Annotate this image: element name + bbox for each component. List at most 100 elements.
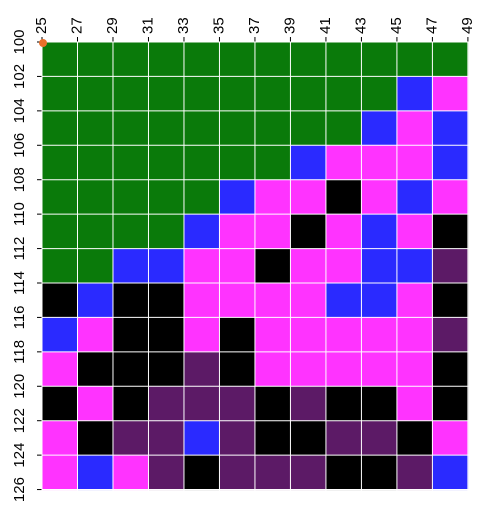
heat-cell <box>397 111 433 146</box>
heat-cell <box>113 283 149 318</box>
heat-cell <box>148 283 184 318</box>
heat-cell <box>184 214 220 249</box>
heat-cell <box>397 214 433 249</box>
heat-cell <box>184 317 220 352</box>
heat-cell <box>397 249 433 284</box>
heat-cell <box>326 249 362 284</box>
heat-cell <box>42 42 78 77</box>
heat-cell <box>432 386 468 421</box>
y-tick-label: 116 <box>11 305 28 329</box>
heat-cell <box>255 214 291 249</box>
heat-cell <box>113 455 149 490</box>
heat-cell <box>361 76 397 111</box>
x-tick-label: 45 <box>388 17 405 34</box>
heat-cell <box>290 352 326 387</box>
x-tick-label: 27 <box>68 17 85 34</box>
heat-cell <box>432 180 468 215</box>
y-tick-label: 112 <box>11 237 28 261</box>
heat-cell <box>184 421 220 456</box>
heat-cell <box>184 249 220 284</box>
heat-cell <box>255 421 291 456</box>
heat-cell <box>432 111 468 146</box>
y-tick-label: 122 <box>11 408 28 433</box>
heat-cell <box>397 317 433 352</box>
x-tick-label: 29 <box>104 17 121 34</box>
heat-cell <box>290 180 326 215</box>
heat-cell <box>113 76 149 111</box>
heat-cell <box>77 42 113 77</box>
heat-cell <box>326 76 362 111</box>
heat-cell <box>219 455 255 490</box>
heat-cell <box>326 283 362 318</box>
heat-cell <box>148 317 184 352</box>
y-tick-label: 118 <box>11 340 28 364</box>
heat-cell <box>326 42 362 77</box>
heat-cell <box>361 283 397 318</box>
heat-cell <box>219 180 255 215</box>
heat-cell <box>397 42 433 77</box>
chart: 2527293133353739414345474910010210410610… <box>0 0 480 521</box>
heat-cell <box>77 421 113 456</box>
x-tick-label: 31 <box>139 17 156 34</box>
heat-cell <box>184 180 220 215</box>
heat-cell <box>290 42 326 77</box>
heat-cell <box>219 317 255 352</box>
heat-cell <box>148 386 184 421</box>
heat-cell <box>219 352 255 387</box>
heat-cell <box>77 352 113 387</box>
heat-cell <box>290 145 326 180</box>
heat-cell <box>255 76 291 111</box>
heat-cell <box>148 76 184 111</box>
heat-cell <box>77 455 113 490</box>
heat-cell <box>361 145 397 180</box>
heat-cell <box>255 455 291 490</box>
heat-cell <box>42 386 78 421</box>
x-tick-label: 33 <box>175 17 192 34</box>
heat-cell <box>148 249 184 284</box>
heat-cell <box>42 455 78 490</box>
heat-cell <box>326 455 362 490</box>
heat-cell <box>361 214 397 249</box>
heat-cell <box>432 421 468 456</box>
heat-cell <box>42 283 78 318</box>
heat-cell <box>326 421 362 456</box>
heat-cell <box>42 421 78 456</box>
heat-cell <box>255 283 291 318</box>
heat-cell <box>326 386 362 421</box>
heat-cell <box>326 180 362 215</box>
heat-cell <box>290 76 326 111</box>
heat-cell <box>42 111 78 146</box>
heat-cell <box>326 317 362 352</box>
heat-cell <box>42 249 78 284</box>
heat-cell <box>361 421 397 456</box>
y-tick-label: 114 <box>11 271 28 295</box>
y-tick-label: 108 <box>11 167 28 192</box>
heat-cell <box>432 42 468 77</box>
heat-cell <box>326 111 362 146</box>
heat-cell <box>184 42 220 77</box>
heat-cell <box>219 214 255 249</box>
heat-cell <box>361 386 397 421</box>
heat-cell <box>255 249 291 284</box>
heat-cell <box>184 352 220 387</box>
heat-cell <box>184 455 220 490</box>
y-tick-label: 126 <box>11 477 28 502</box>
heat-cell <box>290 283 326 318</box>
heat-cell <box>219 283 255 318</box>
heat-cell <box>290 249 326 284</box>
heat-cell <box>148 421 184 456</box>
heat-cell <box>255 352 291 387</box>
y-tick-label: 124 <box>11 443 28 468</box>
heat-cell <box>361 111 397 146</box>
heat-cell <box>77 317 113 352</box>
heat-cell <box>361 317 397 352</box>
heat-cell <box>432 352 468 387</box>
heat-cell <box>77 214 113 249</box>
heat-cell <box>432 145 468 180</box>
heat-cell <box>290 214 326 249</box>
y-tick-label: 102 <box>11 64 28 89</box>
heat-cell <box>148 214 184 249</box>
heat-cell <box>361 249 397 284</box>
y-tick-label: 100 <box>11 29 28 54</box>
heat-cell <box>255 386 291 421</box>
